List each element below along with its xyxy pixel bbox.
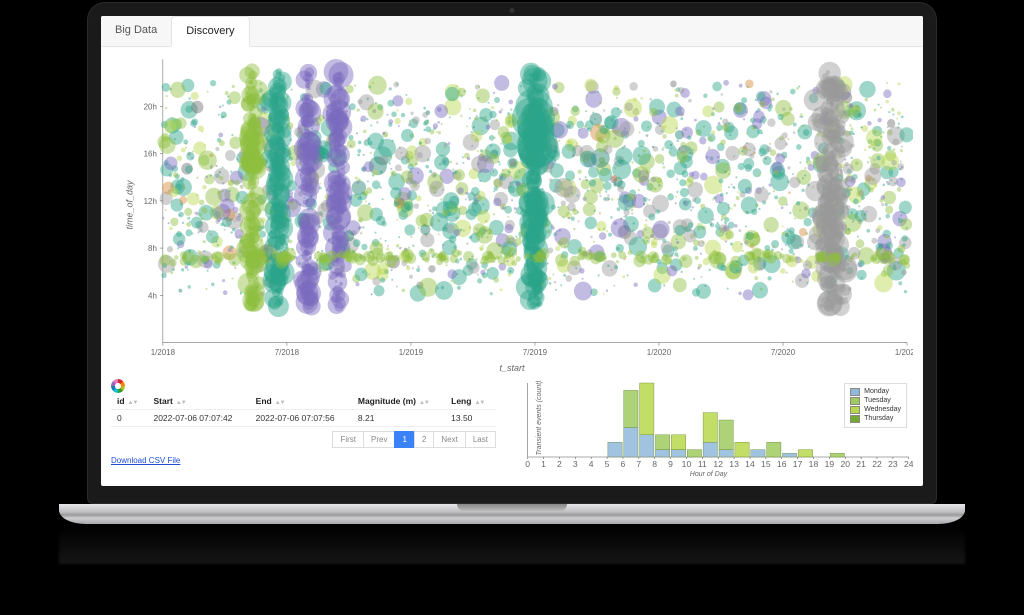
app-screen: Big Data Discovery time_of_day 4h8h12h16…: [101, 16, 923, 486]
laptop-notch: [457, 504, 567, 511]
hist-legend: Monday Tuesday Wednesday Thursday: [844, 383, 907, 428]
table-cell: 13.50: [445, 409, 496, 426]
svg-text:8: 8: [652, 459, 657, 469]
data-table-panel: id▲▼Start▲▼End▲▼Magnitude (m)▲▼Leng▲▼ 02…: [111, 379, 496, 478]
svg-text:5: 5: [605, 459, 610, 469]
svg-text:0: 0: [525, 459, 530, 469]
table-cell: 2022-07-06 07:07:56: [250, 409, 352, 426]
table-header[interactable]: Leng▲▼: [445, 393, 496, 410]
legend-item: Thursday: [850, 415, 901, 423]
legend-label: Tuesday: [864, 397, 891, 404]
scatter-ylabel: time_of_day: [125, 180, 135, 229]
svg-text:13: 13: [729, 459, 739, 469]
table-header[interactable]: Start▲▼: [147, 393, 249, 410]
svg-text:21: 21: [856, 459, 866, 469]
table-cell: 2022-07-06 07:07:42: [147, 409, 249, 426]
table-header[interactable]: id▲▼: [111, 393, 147, 410]
legend-swatch: [850, 388, 860, 396]
legend-item: Monday: [850, 388, 901, 396]
svg-text:16h: 16h: [144, 149, 157, 158]
tab-bar: Big Data Discovery: [101, 16, 923, 47]
pagination: First Prev 1 2 Next Last: [111, 431, 496, 448]
svg-text:12: 12: [713, 459, 723, 469]
histogram-panel: Transient events (count) 012345678910111…: [504, 379, 913, 478]
svg-text:8h: 8h: [148, 244, 157, 253]
pager-page-1[interactable]: 1: [394, 431, 414, 448]
laptop-mockup: Big Data Discovery time_of_day 4h8h12h16…: [87, 2, 937, 564]
legend-label: Monday: [864, 388, 889, 395]
svg-text:1/2021: 1/2021: [895, 348, 913, 357]
svg-text:7/2019: 7/2019: [523, 348, 548, 357]
svg-text:12h: 12h: [144, 197, 157, 206]
svg-text:7: 7: [636, 459, 641, 469]
svg-text:22: 22: [872, 459, 882, 469]
table-cell: 0: [111, 409, 147, 426]
legend-label: Wednesday: [864, 406, 901, 413]
svg-text:11: 11: [698, 459, 707, 469]
svg-text:10: 10: [682, 459, 692, 469]
svg-text:17: 17: [793, 459, 803, 469]
table-row[interactable]: 02022-07-06 07:07:422022-07-06 07:07:568…: [111, 409, 496, 426]
screen-bezel: Big Data Discovery time_of_day 4h8h12h16…: [87, 2, 937, 504]
svg-text:18: 18: [809, 459, 819, 469]
table-header[interactable]: Magnitude (m)▲▼: [352, 393, 445, 410]
download-csv-link[interactable]: Download CSV File: [111, 456, 180, 465]
svg-text:1: 1: [541, 459, 546, 469]
svg-text:15: 15: [761, 459, 771, 469]
pager-first[interactable]: First: [332, 431, 364, 448]
table-cell: 8.21: [352, 409, 445, 426]
legend-swatch: [850, 415, 860, 423]
hist-ylabel: Transient events (count): [536, 381, 543, 456]
svg-text:14: 14: [745, 459, 755, 469]
svg-text:1/2020: 1/2020: [647, 348, 672, 357]
svg-text:20h: 20h: [144, 102, 157, 111]
legend-label: Thursday: [864, 415, 893, 422]
hist-xlabel: Hour of Day: [504, 471, 913, 478]
pager-next[interactable]: Next: [433, 431, 465, 448]
svg-text:7/2018: 7/2018: [275, 348, 300, 357]
laptop-base: [59, 504, 965, 524]
pager-last[interactable]: Last: [465, 431, 496, 448]
bokeh-logo-icon: [111, 379, 125, 393]
svg-text:24: 24: [904, 459, 913, 469]
svg-text:19: 19: [825, 459, 835, 469]
svg-text:2: 2: [557, 459, 562, 469]
svg-text:1/2018: 1/2018: [151, 348, 176, 357]
svg-text:6: 6: [621, 459, 626, 469]
svg-text:1/2019: 1/2019: [399, 348, 424, 357]
svg-text:16: 16: [777, 459, 787, 469]
bottom-panel: id▲▼Start▲▼End▲▼Magnitude (m)▲▼Leng▲▼ 02…: [101, 375, 923, 486]
svg-text:3: 3: [573, 459, 578, 469]
legend-item: Tuesday: [850, 397, 901, 405]
pager-prev[interactable]: Prev: [363, 431, 395, 448]
scatter-chart[interactable]: time_of_day 4h 8h 12h 16h 20h 1/2018 7/2018 1/2…: [101, 47, 923, 363]
svg-text:20: 20: [840, 459, 850, 469]
data-table[interactable]: id▲▼Start▲▼End▲▼Magnitude (m)▲▼Leng▲▼ 02…: [111, 393, 496, 427]
camera-dot: [510, 8, 515, 13]
tab-big-data[interactable]: Big Data: [101, 16, 171, 46]
scatter-xlabel: t_start: [101, 363, 923, 375]
svg-text:23: 23: [888, 459, 898, 469]
svg-text:4h: 4h: [148, 291, 157, 300]
svg-text:4: 4: [589, 459, 594, 469]
table-header[interactable]: End▲▼: [250, 393, 352, 410]
legend-swatch: [850, 397, 860, 405]
tab-discovery[interactable]: Discovery: [171, 16, 249, 47]
laptop-reflection: [59, 524, 965, 564]
legend-item: Wednesday: [850, 406, 901, 414]
svg-text:9: 9: [668, 459, 673, 469]
svg-text:7/2020: 7/2020: [771, 348, 796, 357]
pager-page-2[interactable]: 2: [414, 431, 434, 448]
legend-swatch: [850, 406, 860, 414]
